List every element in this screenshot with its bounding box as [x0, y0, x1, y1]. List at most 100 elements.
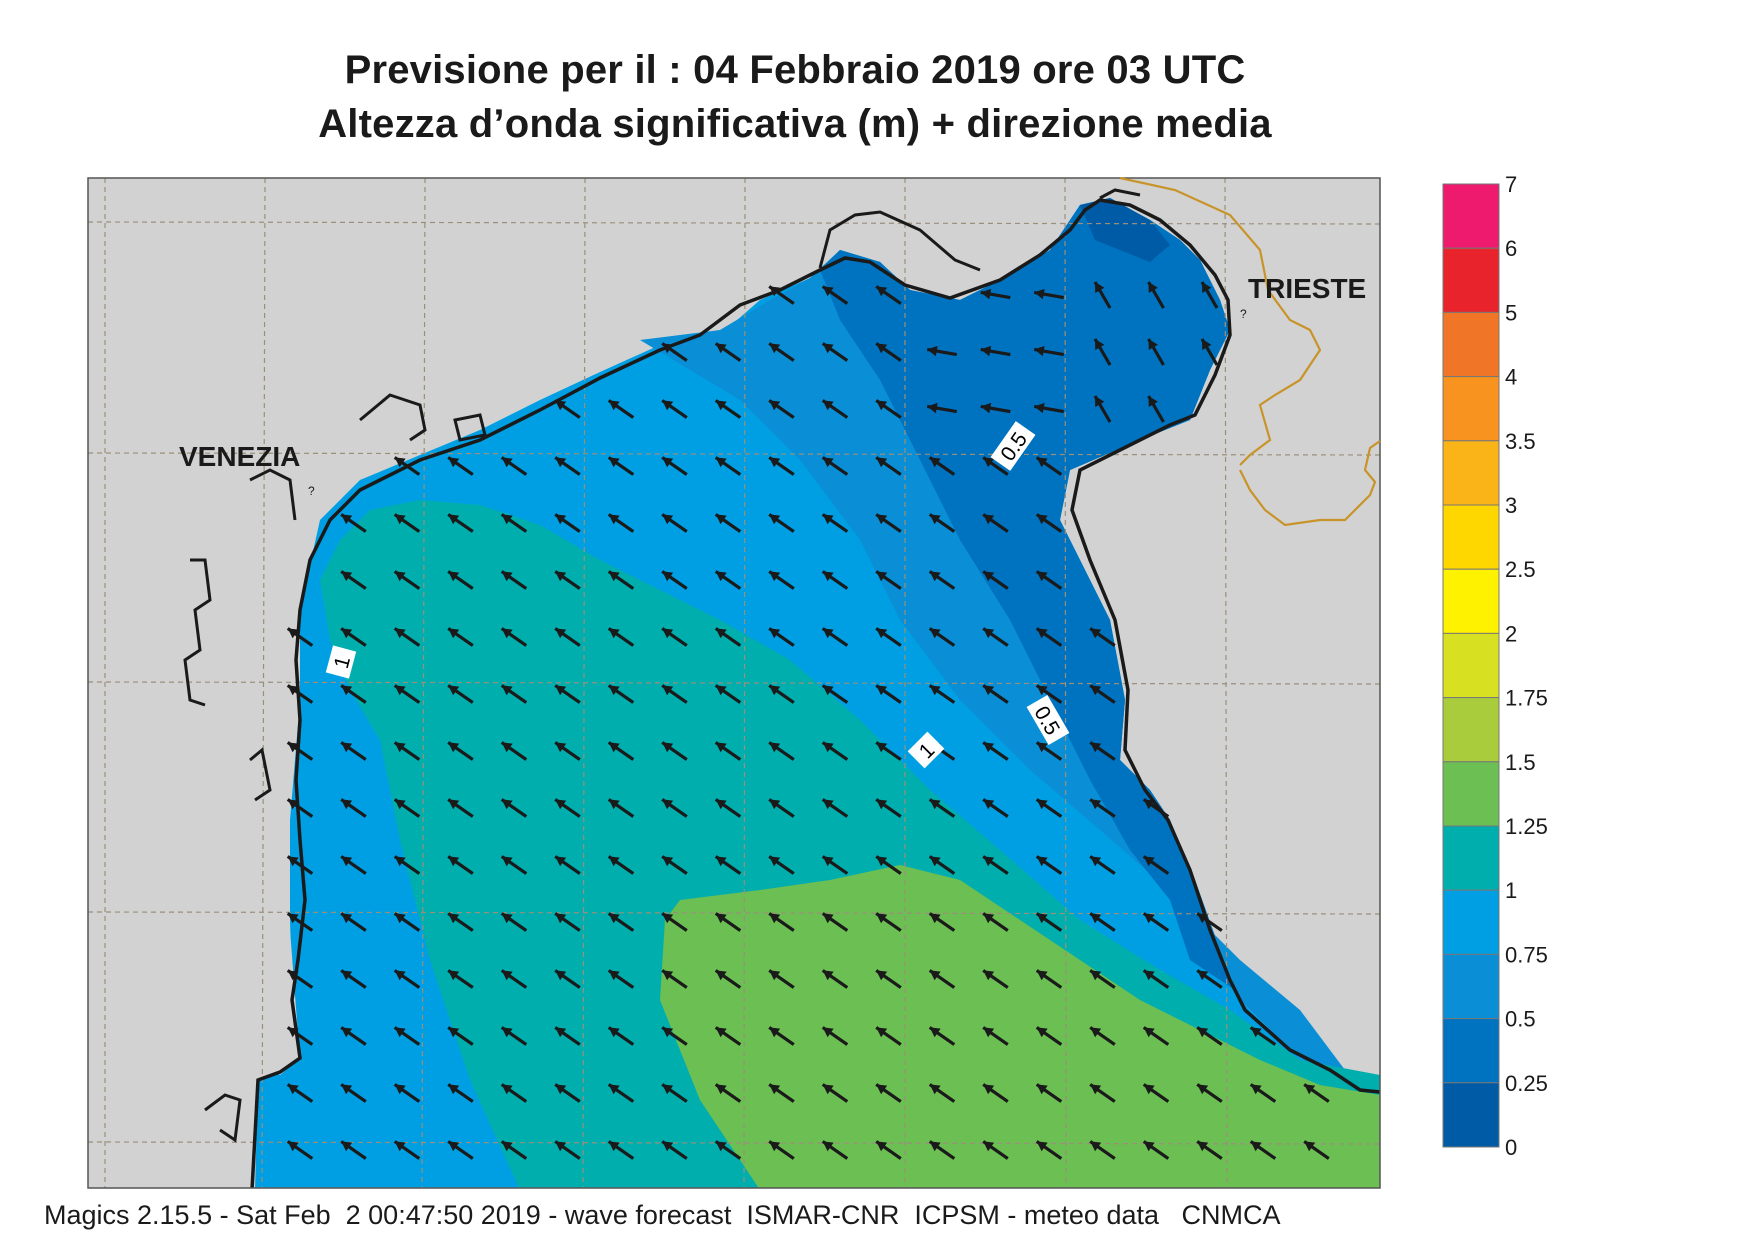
- legend-swatch: [1442, 440, 1500, 506]
- direction-arrowhead: [980, 345, 992, 357]
- direction-arrowhead: [501, 742, 513, 753]
- legend-label: 1.25: [1505, 814, 1548, 839]
- legend-label: 4: [1505, 365, 1517, 390]
- direction-arrowhead: [394, 685, 406, 696]
- legend-label: 6: [1505, 236, 1517, 261]
- direction-arrowhead: [1148, 396, 1158, 408]
- direction-arrowhead: [929, 628, 941, 639]
- direction-arrowhead: [876, 514, 888, 525]
- direction-arrowhead: [769, 742, 781, 753]
- border-line: [1119, 176, 1381, 527]
- direction-arrowhead: [822, 1027, 834, 1038]
- direction-arrowhead: [394, 970, 406, 981]
- direction-arrowhead: [927, 345, 938, 357]
- direction-arrowhead: [1143, 970, 1155, 981]
- direction-arrowhead: [983, 571, 995, 582]
- direction-arrowhead: [876, 286, 888, 297]
- direction-arrowhead: [983, 799, 995, 810]
- direction-arrowhead: [662, 913, 674, 924]
- direction-arrowhead: [876, 799, 888, 810]
- direction-arrowhead: [715, 742, 727, 753]
- direction-arrowhead: [662, 628, 674, 639]
- direction-arrowhead: [1148, 339, 1158, 351]
- direction-arrowhead: [929, 856, 941, 867]
- direction-arrowhead: [715, 514, 727, 525]
- direction-arrowhead: [1036, 856, 1048, 867]
- direction-arrowhead: [501, 913, 513, 924]
- direction-arrowhead: [662, 457, 674, 468]
- direction-arrowhead: [555, 970, 567, 981]
- direction-arrowhead: [769, 685, 781, 696]
- direction-arrowhead: [608, 1027, 620, 1038]
- direction-arrowhead: [980, 402, 992, 414]
- direction-arrowhead: [1036, 1027, 1048, 1038]
- direction-arrowhead: [448, 514, 460, 525]
- direction-arrowhead: [608, 913, 620, 924]
- direction-arrowhead: [876, 913, 888, 924]
- direction-arrowhead: [608, 856, 620, 867]
- direction-arrowhead: [715, 685, 727, 696]
- direction-arrowhead: [769, 457, 781, 468]
- direction-arrowhead: [501, 628, 513, 639]
- direction-arrowhead: [341, 913, 353, 924]
- svg-text:1: 1: [330, 654, 355, 671]
- sea-class-0.25-0.5: [820, 198, 1235, 990]
- direction-arrowhead: [822, 628, 834, 639]
- contour-label-0.5-north: 0.5: [990, 421, 1036, 471]
- direction-arrowhead: [715, 1027, 727, 1038]
- direction-arrowhead: [394, 628, 406, 639]
- direction-arrowhead: [929, 1141, 941, 1152]
- direction-arrowhead: [1090, 628, 1102, 639]
- direction-arrowhead: [769, 913, 781, 924]
- direction-arrowhead: [662, 799, 674, 810]
- direction-arrowhead: [822, 685, 834, 696]
- direction-arrowhead: [287, 1141, 299, 1152]
- direction-arrowhead: [822, 799, 834, 810]
- direction-arrowhead: [822, 400, 834, 411]
- map-frame: [87, 177, 1381, 1189]
- direction-arrowhead: [1095, 396, 1105, 408]
- direction-arrowhead: [1250, 1084, 1262, 1095]
- sea-class-1.25-1.5: [660, 865, 1380, 1188]
- direction-arrowhead: [555, 742, 567, 753]
- direction-arrowhead: [555, 571, 567, 582]
- direction-arrowhead: [715, 1084, 727, 1095]
- legend-label: 2: [1505, 621, 1517, 646]
- direction-arrowhead: [1143, 856, 1155, 867]
- direction-arrowhead: [769, 514, 781, 525]
- direction-arrowhead: [341, 799, 353, 810]
- direction-arrowhead: [876, 1084, 888, 1095]
- direction-arrowhead: [1095, 282, 1105, 294]
- legend-swatch: [1442, 376, 1500, 442]
- direction-arrowhead: [822, 343, 834, 354]
- direction-arrowhead: [929, 799, 941, 810]
- direction-arrowhead: [662, 571, 674, 582]
- direction-arrowhead: [715, 457, 727, 468]
- direction-arrowhead: [1148, 282, 1158, 294]
- direction-arrowhead: [341, 628, 353, 639]
- direction-arrowhead: [983, 742, 995, 753]
- direction-arrowhead: [1036, 628, 1048, 639]
- direction-arrowhead: [555, 514, 567, 525]
- direction-arrowhead: [662, 1141, 674, 1152]
- footer-credits: Magics 2.15.5 - Sat Feb 2 00:47:50 2019 …: [44, 1200, 1281, 1230]
- legend-swatch: [1442, 825, 1500, 891]
- direction-arrowhead: [983, 457, 995, 468]
- direction-arrowhead: [1143, 1027, 1155, 1038]
- direction-arrowhead: [983, 1027, 995, 1038]
- direction-arrowhead: [1036, 457, 1048, 468]
- direction-arrowhead: [1090, 970, 1102, 981]
- direction-arrowhead: [980, 288, 992, 300]
- direction-arrowhead: [341, 742, 353, 753]
- direction-arrowhead: [715, 628, 727, 639]
- direction-arrowhead: [822, 457, 834, 468]
- direction-arrowhead: [287, 685, 299, 696]
- direction-arrowhead: [929, 1084, 941, 1095]
- direction-arrowhead: [1197, 913, 1209, 924]
- direction-arrowhead: [929, 913, 941, 924]
- direction-arrowhead: [341, 571, 353, 582]
- legend-label: 0.25: [1505, 1071, 1548, 1096]
- direction-arrowhead: [1197, 1084, 1209, 1095]
- direction-arrowhead: [1197, 970, 1209, 981]
- city-label-venezia: VENEZIA: [179, 441, 300, 472]
